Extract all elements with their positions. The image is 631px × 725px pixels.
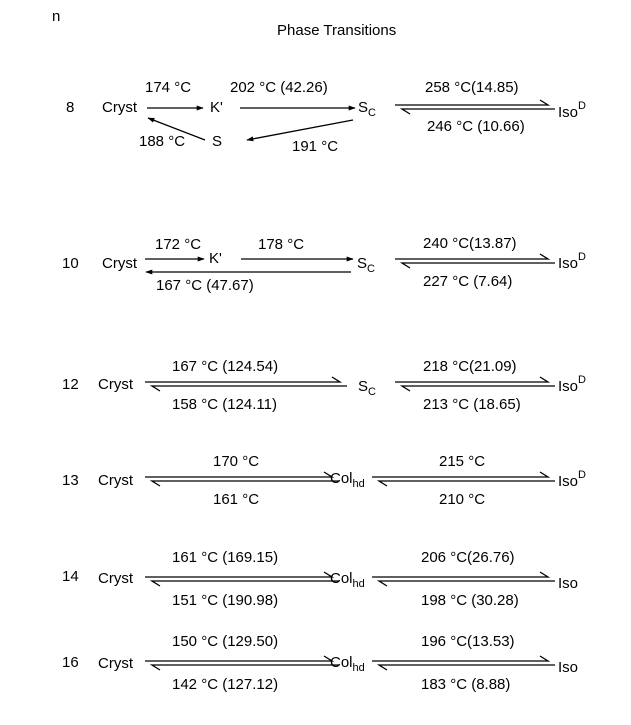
state-iso: IsoD [558,251,586,272]
state-sc: SC [358,378,376,398]
column-header-n: n [52,8,61,25]
label-down-2: 210 °C [439,491,486,508]
equilibrium-down-12-b [399,385,555,392]
arrow-sc-to-s [246,119,354,142]
row-16-arrows [145,655,555,671]
label-s-cryst: 188 °C [139,133,186,150]
n-value: 13 [62,472,79,489]
state-iso: Iso [558,575,579,592]
equilibrium-down-16-b [376,664,555,671]
equilibrium-up-14-b [372,571,551,578]
n-value: 12 [62,376,79,393]
n-value: 8 [66,99,75,116]
label-down-1: 161 °C [213,491,260,508]
label-sc-cryst: 167 °C (47.67) [156,277,254,294]
equilibrium-down-14-b [376,580,555,587]
page-title: Phase Transitions [277,22,397,39]
state-cryst: Cryst [98,376,133,393]
equilibrium-up-12-b [395,376,551,383]
state-cryst: Cryst [98,655,133,672]
state-iso: IsoD [558,100,586,121]
label-sc-iso: 240 °C(13.87) [423,235,517,252]
row-10-arrows [145,253,555,275]
row-8-arrows [147,99,555,142]
label-up-2: 196 °C(13.53) [421,633,515,650]
equilibrium-down-14-a [149,580,339,587]
label-up-1: 161 °C (169.15) [172,549,279,566]
equilibrium-down-13-b [376,480,555,487]
state-sc: SC [357,255,375,275]
state-s: S [212,133,223,150]
n-value: 10 [62,255,79,272]
equilibrium-up-16-a [145,655,335,662]
state-iso: IsoD [558,469,586,490]
state-sc: SC [358,99,376,119]
state-cryst: Cryst [98,472,133,489]
equilibrium-down-13-a [149,480,339,487]
n-value: 14 [62,568,79,585]
equilibrium-down-10 [399,262,555,269]
state-cryst: Cryst [102,99,137,116]
label-down-2: 198 °C (30.28) [421,592,519,609]
state-colhd: Colhd [330,654,365,674]
label-up-2: 206 °C(26.76) [421,549,515,566]
equilibrium-up-13-b [372,471,551,478]
row-14-arrows [145,571,555,587]
label-up-1: 150 °C (129.50) [172,633,279,650]
equilibrium-down-16-a [149,664,339,671]
equilibrium-up-14-a [145,571,335,578]
label-down-1: 151 °C (190.98) [172,592,279,609]
label-up-1: 170 °C [213,453,260,470]
arrow-s-to-cryst [147,117,206,141]
state-k-prime: K' [209,250,222,267]
label-up-1: 167 °C (124.54) [172,358,279,375]
state-cryst: Cryst [102,255,137,272]
equilibrium-up-8 [395,99,551,106]
state-iso: Iso [558,659,579,676]
equilibrium-up-12-a [145,376,343,383]
state-colhd: Colhd [330,470,365,490]
label-down-2: 213 °C (18.65) [423,396,521,413]
label-iso-sc: 246 °C (10.66) [427,118,525,135]
state-cryst: Cryst [98,570,133,587]
equilibrium-up-16-b [372,655,551,662]
label-cryst-k: 174 °C [145,79,192,96]
equilibrium-down-12-a [149,385,347,392]
n-value: 16 [62,654,79,671]
equilibrium-up-13-a [145,471,335,478]
label-iso-sc: 227 °C (7.64) [423,273,513,290]
label-k-sc: 202 °C (42.26) [230,79,328,96]
equilibrium-up-10 [395,253,551,260]
row-13-arrows [145,471,555,487]
label-cryst-k: 172 °C [155,236,202,253]
label-k-sc: 178 °C [258,236,305,253]
state-iso: IsoD [558,374,586,395]
label-sc-iso: 258 °C(14.85) [425,79,519,96]
label-down-2: 183 °C (8.88) [421,676,511,693]
label-up-2: 218 °C(21.09) [423,358,517,375]
label-down-1: 142 °C (127.12) [172,676,279,693]
label-sc-s: 191 °C [292,138,339,155]
label-down-1: 158 °C (124.11) [172,396,277,413]
label-up-2: 215 °C [439,453,486,470]
row-12-arrows [145,376,555,392]
state-k-prime: K' [210,99,223,116]
equilibrium-down-8 [399,108,555,115]
state-colhd: Colhd [330,570,365,590]
